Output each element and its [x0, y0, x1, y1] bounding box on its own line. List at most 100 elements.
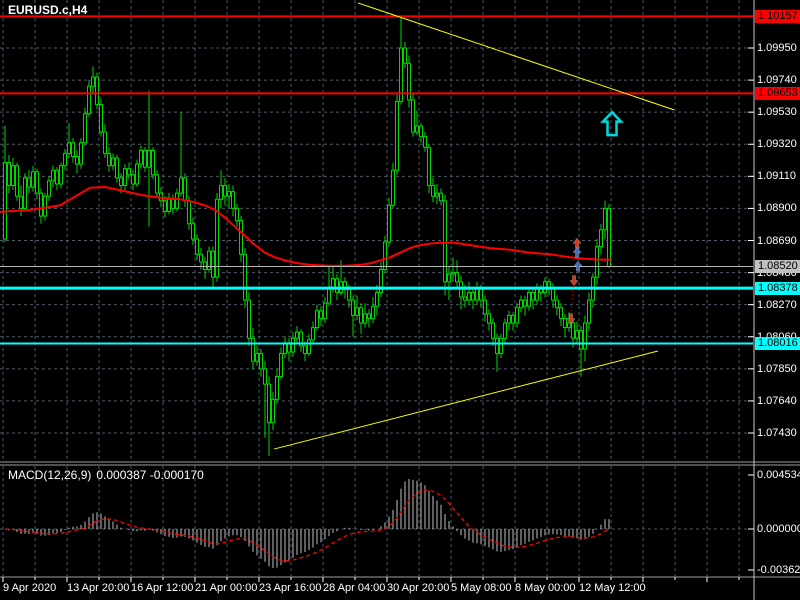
trade-arrow-down[interactable]	[566, 313, 576, 325]
candle-body	[447, 273, 451, 283]
price-tick-label: 1.07430	[757, 427, 797, 439]
candle-body	[359, 307, 363, 324]
candle-body	[475, 287, 479, 301]
price-level-badge: 1.09653	[755, 86, 800, 100]
candle-body	[27, 177, 31, 188]
candle-body	[399, 47, 403, 102]
price-level-badge: 1.08520	[755, 259, 800, 273]
price-level-badge: 1.08378	[755, 281, 800, 295]
moving-average-line[interactable]	[0, 186, 612, 267]
candle-body	[139, 149, 143, 165]
candle-body	[231, 191, 235, 209]
candle-body	[251, 337, 255, 362]
candle-body	[83, 113, 87, 144]
candle-body	[331, 278, 335, 289]
candle-body	[455, 272, 459, 283]
candle-body	[463, 296, 467, 301]
candle-body	[219, 185, 223, 200]
candle-body	[495, 337, 499, 355]
trendline[interactable]	[357, 2, 675, 111]
macd-tick-label: 0.004534	[757, 469, 800, 481]
macd-indicator-label: MACD(12,26,9) 0.000387 -0.000170	[8, 468, 209, 482]
candle-body	[183, 177, 187, 202]
candle-body	[347, 288, 351, 301]
candle-body	[255, 353, 259, 362]
candle-body	[527, 291, 531, 307]
price-tick-label: 1.09320	[757, 138, 797, 151]
macd-values: 0.000387 -0.000170	[96, 468, 204, 482]
candle-body	[555, 299, 559, 309]
candle-body	[467, 291, 471, 301]
time-axis-label: 13 Apr 20:00	[67, 582, 130, 594]
candle-body	[235, 207, 239, 222]
candle-body	[71, 142, 75, 157]
candle-body	[199, 253, 203, 263]
grid	[0, 0, 753, 576]
candle-body	[23, 177, 27, 209]
trade-arrow-up[interactable]	[572, 237, 582, 249]
candle-body	[587, 299, 591, 324]
time-axis-label: 9 Apr 2020	[3, 582, 57, 594]
candle-body	[411, 99, 415, 133]
candle-body	[227, 191, 231, 197]
candle-body	[167, 198, 171, 212]
arrow-up-object[interactable]	[600, 110, 624, 137]
candle-body	[583, 322, 587, 350]
candle-body	[275, 375, 279, 400]
candle-body	[371, 305, 375, 319]
trade-arrow-down[interactable]	[569, 275, 579, 286]
candle-body	[315, 310, 319, 329]
macd-name: MACD(12,26,9)	[8, 468, 92, 482]
candle-body	[563, 317, 567, 329]
time-axis-label: 5 May 08:00	[451, 582, 512, 594]
candle-body	[395, 100, 399, 171]
candle-body	[143, 149, 147, 168]
candle-body	[195, 238, 199, 255]
candle-body	[579, 330, 583, 350]
candle-body	[63, 152, 67, 167]
candle-body	[363, 313, 367, 324]
candle-body	[75, 155, 79, 165]
candle-body	[303, 345, 307, 355]
candle-body	[223, 185, 227, 197]
candle-body	[319, 310, 323, 319]
candle-body	[607, 207, 611, 267]
trade-arrow-up[interactable]	[573, 260, 583, 272]
candle-body	[279, 353, 283, 377]
candle-body	[3, 162, 7, 240]
candle-body	[487, 313, 491, 324]
time-axis-label: 23 Apr 16:00	[259, 582, 322, 594]
candle-body	[299, 331, 303, 347]
candle-body	[311, 327, 315, 341]
candle-body	[171, 198, 175, 209]
candle-body	[443, 200, 447, 283]
candle-body	[491, 322, 495, 339]
candle-body	[187, 200, 191, 225]
candle-body	[327, 287, 331, 304]
candle-body	[263, 368, 267, 385]
macd-histogram	[8, 479, 610, 568]
candle-body	[111, 157, 115, 167]
candle-body	[87, 85, 91, 115]
candle-body	[483, 299, 487, 315]
trade-arrow-up[interactable]	[572, 247, 582, 258]
candle-body	[127, 168, 131, 176]
time-axis-label: 30 Apr 20:00	[387, 582, 450, 594]
candle-body	[603, 207, 607, 231]
candle-body	[207, 250, 211, 271]
candle-body	[431, 185, 435, 197]
candle-body	[415, 125, 419, 133]
candle-body	[35, 171, 39, 194]
candle-body	[239, 220, 243, 255]
chart-symbol-title: EURUSD.c,H4	[8, 3, 88, 17]
candle-body	[307, 339, 311, 355]
trendline[interactable]	[273, 350, 659, 450]
candle-body	[351, 299, 355, 316]
candle-body	[31, 171, 35, 188]
time-axis-label: 16 Apr 12:00	[131, 582, 194, 594]
price-tick-label: 1.08270	[757, 298, 797, 311]
candle-body	[503, 322, 507, 339]
candle-body	[379, 269, 383, 293]
candle-body	[7, 162, 11, 187]
